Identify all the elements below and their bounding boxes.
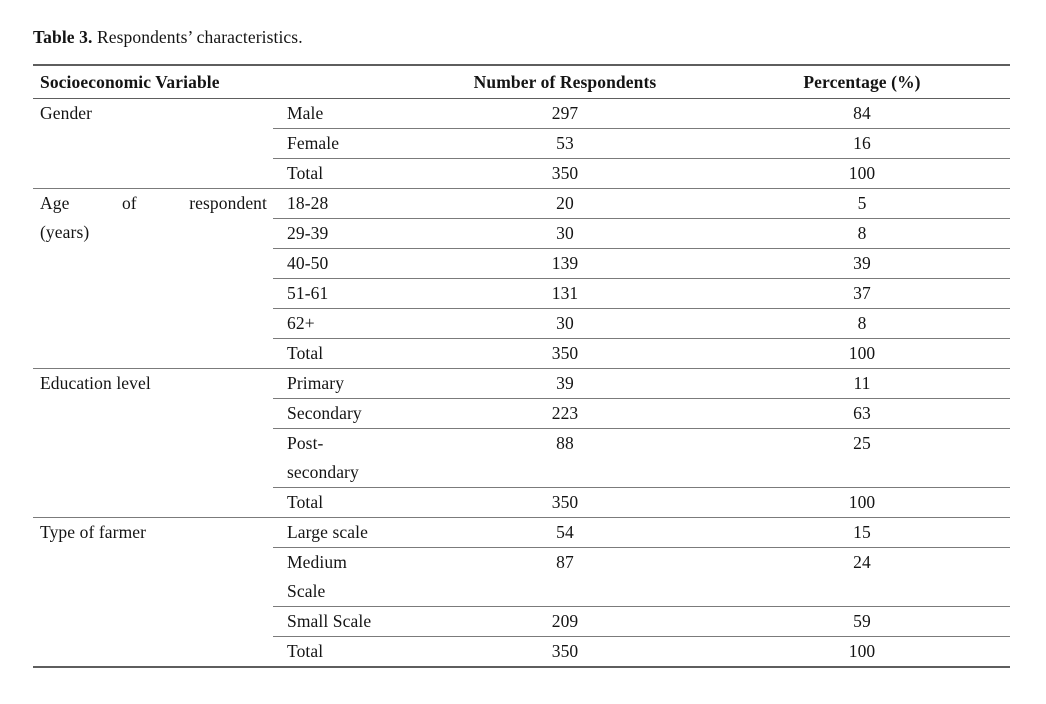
group-label-farmer-type: Type of farmer bbox=[33, 517, 273, 668]
percentage-cell: 8 bbox=[690, 218, 1010, 249]
respondents-cell: 350 bbox=[440, 636, 690, 668]
percentage-cell: 100 bbox=[690, 338, 1010, 369]
group-gender: Gender Male 297 84 Female 53 16 Total 35… bbox=[33, 98, 1010, 189]
percentage-cell: 5 bbox=[690, 188, 1010, 219]
table-row: Medium Scale 87 24 bbox=[33, 547, 1010, 607]
header-percentage: Percentage (%) bbox=[690, 65, 1010, 99]
table-header: Socioeconomic Variable Number of Respond… bbox=[33, 65, 1010, 99]
category-cell: 51-61 bbox=[273, 278, 440, 309]
respondents-cell: 139 bbox=[440, 248, 690, 279]
category-cell: Large scale bbox=[273, 517, 440, 548]
percentage-cell: 39 bbox=[690, 248, 1010, 279]
group-label-gender: Gender bbox=[33, 98, 273, 189]
table-row: Age of respondent (years) 18-28 20 5 bbox=[33, 188, 1010, 369]
percentage-cell: 63 bbox=[690, 398, 1010, 429]
table-row: 51-61 131 37 bbox=[33, 278, 1010, 309]
category-cell: Medium Scale bbox=[273, 547, 440, 607]
category-cell: Small Scale bbox=[273, 606, 440, 637]
respondents-cell: 297 bbox=[440, 98, 690, 129]
table-row: 40-50 139 39 bbox=[33, 248, 1010, 279]
percentage-cell: 100 bbox=[690, 636, 1010, 668]
group-label-age-line2: (years) bbox=[40, 222, 90, 242]
respondents-cell: 88 bbox=[440, 428, 690, 488]
header-row: Socioeconomic Variable Number of Respond… bbox=[33, 65, 1010, 99]
category-cell: 62+ bbox=[273, 308, 440, 339]
percentage-cell: 11 bbox=[690, 368, 1010, 399]
table-row: Total 350 100 bbox=[33, 338, 1010, 369]
table-caption-label: Table 3. bbox=[33, 27, 93, 47]
percentage-cell: 8 bbox=[690, 308, 1010, 339]
category-cell: 29-39 bbox=[273, 218, 440, 249]
percentage-cell: 25 bbox=[690, 428, 1010, 488]
respondents-characteristics-table: Socioeconomic Variable Number of Respond… bbox=[33, 64, 1010, 668]
category-cell: 40-50 bbox=[273, 248, 440, 279]
table-caption: Table 3. Respondents’ characteristics. bbox=[33, 26, 1013, 49]
respondents-cell: 350 bbox=[440, 487, 690, 518]
percentage-cell: 24 bbox=[690, 547, 1010, 607]
category-cell: Total bbox=[273, 487, 440, 518]
category-cell: Female bbox=[273, 128, 440, 159]
category-cell: Post- secondary bbox=[273, 428, 440, 488]
table-caption-text: Respondents’ characteristics. bbox=[96, 27, 303, 47]
header-socioeconomic-variable: Socioeconomic Variable bbox=[33, 65, 440, 99]
category-cell: Total bbox=[273, 636, 440, 668]
respondents-cell: 350 bbox=[440, 158, 690, 189]
table-row: Small Scale 209 59 bbox=[33, 606, 1010, 637]
percentage-cell: 84 bbox=[690, 98, 1010, 129]
table-row: Education level Primary 39 11 bbox=[33, 368, 1010, 518]
percentage-cell: 100 bbox=[690, 158, 1010, 189]
table-row: Gender Male 297 84 bbox=[33, 98, 1010, 189]
group-age: Age of respondent (years) 18-28 20 5 29-… bbox=[33, 188, 1010, 369]
respondents-cell: 131 bbox=[440, 278, 690, 309]
group-education: Education level Primary 39 11 Secondary … bbox=[33, 368, 1010, 518]
respondents-cell: 30 bbox=[440, 308, 690, 339]
table-row: Total 350 100 bbox=[33, 487, 1010, 518]
respondents-cell: 20 bbox=[440, 188, 690, 219]
table-row: Total 350 100 bbox=[33, 636, 1010, 668]
group-label-education: Education level bbox=[33, 368, 273, 518]
respondents-cell: 209 bbox=[440, 606, 690, 637]
category-cell: Total bbox=[273, 338, 440, 369]
table-row: 62+ 30 8 bbox=[33, 308, 1010, 339]
header-number-of-respondents: Number of Respondents bbox=[440, 65, 690, 99]
group-label-age-line1: Age of respondent bbox=[40, 193, 267, 213]
respondents-cell: 223 bbox=[440, 398, 690, 429]
table-row: Secondary 223 63 bbox=[33, 398, 1010, 429]
table-row: Female 53 16 bbox=[33, 128, 1010, 159]
percentage-cell: 16 bbox=[690, 128, 1010, 159]
percentage-cell: 59 bbox=[690, 606, 1010, 637]
respondents-cell: 30 bbox=[440, 218, 690, 249]
group-farmer-type: Type of farmer Large scale 54 15 Medium … bbox=[33, 517, 1010, 668]
category-cell: Primary bbox=[273, 368, 440, 399]
category-cell: Total bbox=[273, 158, 440, 189]
respondents-cell: 350 bbox=[440, 338, 690, 369]
table-row: Type of farmer Large scale 54 15 bbox=[33, 517, 1010, 668]
percentage-cell: 100 bbox=[690, 487, 1010, 518]
respondents-cell: 87 bbox=[440, 547, 690, 607]
respondents-cell: 54 bbox=[440, 517, 690, 548]
category-cell: Secondary bbox=[273, 398, 440, 429]
category-cell: 18-28 bbox=[273, 188, 440, 219]
table-row: Post- secondary 88 25 bbox=[33, 428, 1010, 488]
category-cell: Male bbox=[273, 98, 440, 129]
respondents-cell: 39 bbox=[440, 368, 690, 399]
percentage-cell: 15 bbox=[690, 517, 1010, 548]
percentage-cell: 37 bbox=[690, 278, 1010, 309]
table-row: 29-39 30 8 bbox=[33, 218, 1010, 249]
table-row: Total 350 100 bbox=[33, 158, 1010, 189]
group-label-age: Age of respondent (years) bbox=[33, 188, 273, 369]
respondents-cell: 53 bbox=[440, 128, 690, 159]
